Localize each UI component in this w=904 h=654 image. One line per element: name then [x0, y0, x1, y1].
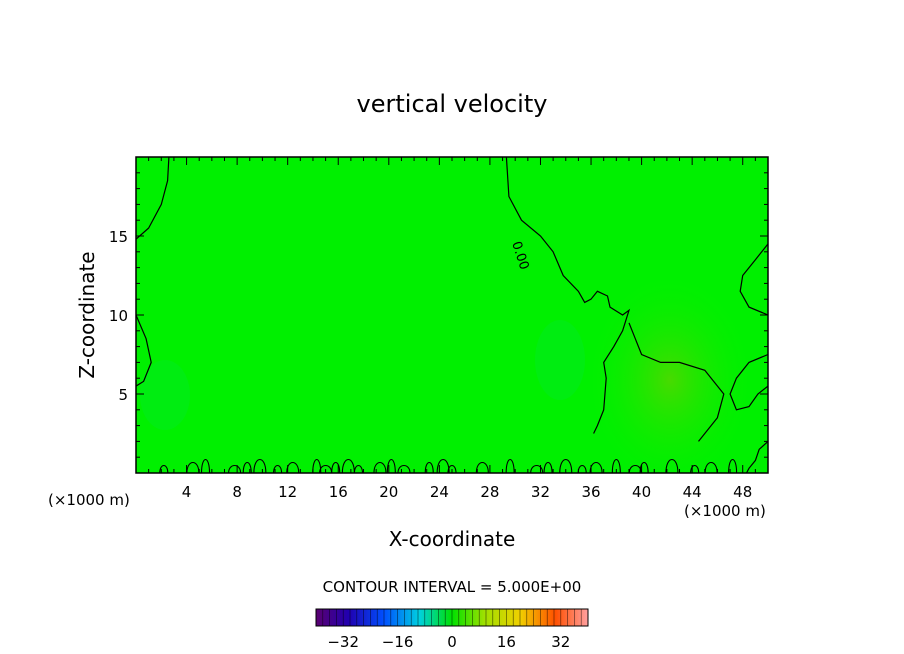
surface-contour-blob: [159, 464, 169, 473]
x-tick-label: 12: [278, 483, 297, 501]
x-axis-label: X-coordinate: [389, 527, 516, 551]
x-unit-left: (×1000 m): [48, 491, 130, 509]
surface-contour-blob: [200, 458, 211, 473]
surface-contour-blob: [331, 461, 341, 473]
surface-contour-blob: [386, 458, 396, 473]
x-tick-label: 48: [733, 483, 752, 501]
y-tick-label: 5: [118, 386, 128, 404]
field-shading: [136, 157, 768, 473]
x-tick-label: 16: [329, 483, 348, 501]
surface-contour-blob: [611, 458, 621, 473]
surface-contour-blob: [253, 458, 267, 473]
x-tick-label: 20: [379, 483, 398, 501]
surface-contour-blob: [286, 461, 300, 473]
surface-contour-blob: [530, 464, 544, 473]
surface-contour-blob: [424, 461, 434, 473]
surface-contour-blob: [273, 464, 283, 473]
cool-region-shade: [140, 360, 190, 430]
y-tick-label: 10: [109, 307, 128, 325]
surface-contour-blob: [475, 461, 489, 473]
right-lower-edge-contour: [729, 353, 768, 411]
colorbar-tick-label: 32: [551, 633, 570, 651]
x-tick-label: 24: [430, 483, 449, 501]
surface-contour-blob: [505, 458, 515, 473]
x-tick-label: 36: [581, 483, 600, 501]
zero-contour-group: [136, 157, 768, 473]
surface-contour-blob: [639, 461, 649, 473]
x-tick-label: 32: [531, 483, 550, 501]
colorbar-tick-label: 16: [497, 633, 516, 651]
right-edge-contour: [739, 243, 768, 316]
surface-contour-blob: [447, 464, 457, 473]
x-tick-label: 4: [182, 483, 192, 501]
x-tick-label: 28: [480, 483, 499, 501]
x-tick-label: 40: [632, 483, 651, 501]
surface-contour-blob: [704, 461, 718, 473]
surface-contour-blob: [543, 461, 553, 473]
y-axis-ticks: 5 10 15: [109, 156, 768, 474]
x-axis-ticks: 4 8 12 16 20 24 28 32 36 40 44 48: [135, 157, 769, 501]
right-bottom-contour: [745, 440, 768, 473]
surface-contour-blob: [397, 464, 411, 473]
surface-contour-blob: [373, 461, 387, 473]
cool-region-shade-2: [535, 320, 585, 400]
contour-interval-text: CONTOUR INTERVAL = 5.000E+00: [323, 578, 582, 596]
chart-title: vertical velocity: [357, 90, 548, 118]
surface-contour-blob: [628, 464, 642, 473]
surface-contour-blob: [228, 464, 242, 473]
colorbar-tick-label: 0: [447, 633, 457, 651]
x-unit-right: (×1000 m): [684, 502, 766, 520]
colorbar-tick-label: −32: [327, 633, 359, 651]
y-axis-label: Z-coordinate: [75, 251, 99, 378]
center-zero-contour: [505, 157, 631, 434]
surface-contour-blob: [186, 461, 200, 473]
surface-contour-blob: [690, 464, 700, 473]
colorbar-ticks: −32 −16 0 16 32: [327, 633, 570, 651]
surface-contour-blob: [242, 461, 252, 473]
left-lower-contour: [136, 314, 152, 387]
surface-contour-group: [159, 458, 738, 473]
right-mid-contour: [628, 322, 725, 442]
surface-contour-blob: [353, 464, 364, 473]
surface-contour-blob: [665, 458, 679, 473]
left-boundary-contour: [136, 157, 170, 240]
surface-contour-blob: [728, 458, 738, 473]
y-tick-label: 15: [109, 228, 128, 246]
x-tick-label: 44: [683, 483, 702, 501]
x-tick-label: 8: [232, 483, 242, 501]
surface-contour-blob: [589, 461, 603, 473]
warm-region-shade: [585, 270, 755, 473]
colorbar-tick-label: −16: [382, 633, 414, 651]
surface-contour-blob: [341, 458, 355, 473]
surface-contour-blob: [559, 458, 573, 473]
colorbar-dividers: [322, 609, 582, 626]
